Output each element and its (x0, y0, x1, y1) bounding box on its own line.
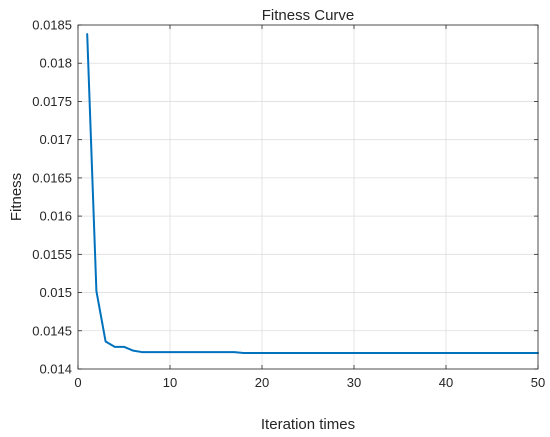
y-axis-label: Fitness (8, 173, 25, 221)
fitness-series-line (86, 33, 539, 354)
x-tick-label: 10 (163, 375, 177, 390)
x-axis-label: Iteration times (261, 416, 355, 433)
x-tick-label: 50 (531, 375, 545, 390)
series-layer (86, 33, 539, 354)
chart-title: Fitness Curve (262, 7, 355, 24)
y-tick-label: 0.0175 (32, 94, 72, 109)
y-tick-label: 0.018 (39, 56, 72, 71)
x-tick-label: 0 (74, 375, 81, 390)
y-tick-labels: 0.014 0.0145 0.015 0.0155 0.016 0.0165 0.017 0.… (32, 18, 72, 377)
y-tick-label: 0.0145 (32, 323, 72, 338)
y-tick-label: 0.0165 (32, 170, 72, 185)
y-tick-label: 0.0185 (32, 18, 72, 33)
x-tick-labels: 0 10 20 30 40 50 (74, 375, 545, 390)
tick-marks (77, 24, 539, 370)
y-tick-label: 0.0155 (32, 247, 72, 262)
x-tick-label: 20 (255, 375, 269, 390)
x-tick-label: 30 (347, 375, 361, 390)
y-tick-label: 0.016 (39, 209, 72, 224)
y-tick-label: 0.014 (39, 362, 72, 377)
plot-background (78, 25, 538, 369)
y-tick-label: 0.015 (39, 285, 72, 300)
x-tick-label: 40 (439, 375, 453, 390)
plot-frame (77, 24, 539, 370)
y-tick-label: 0.017 (39, 132, 72, 147)
